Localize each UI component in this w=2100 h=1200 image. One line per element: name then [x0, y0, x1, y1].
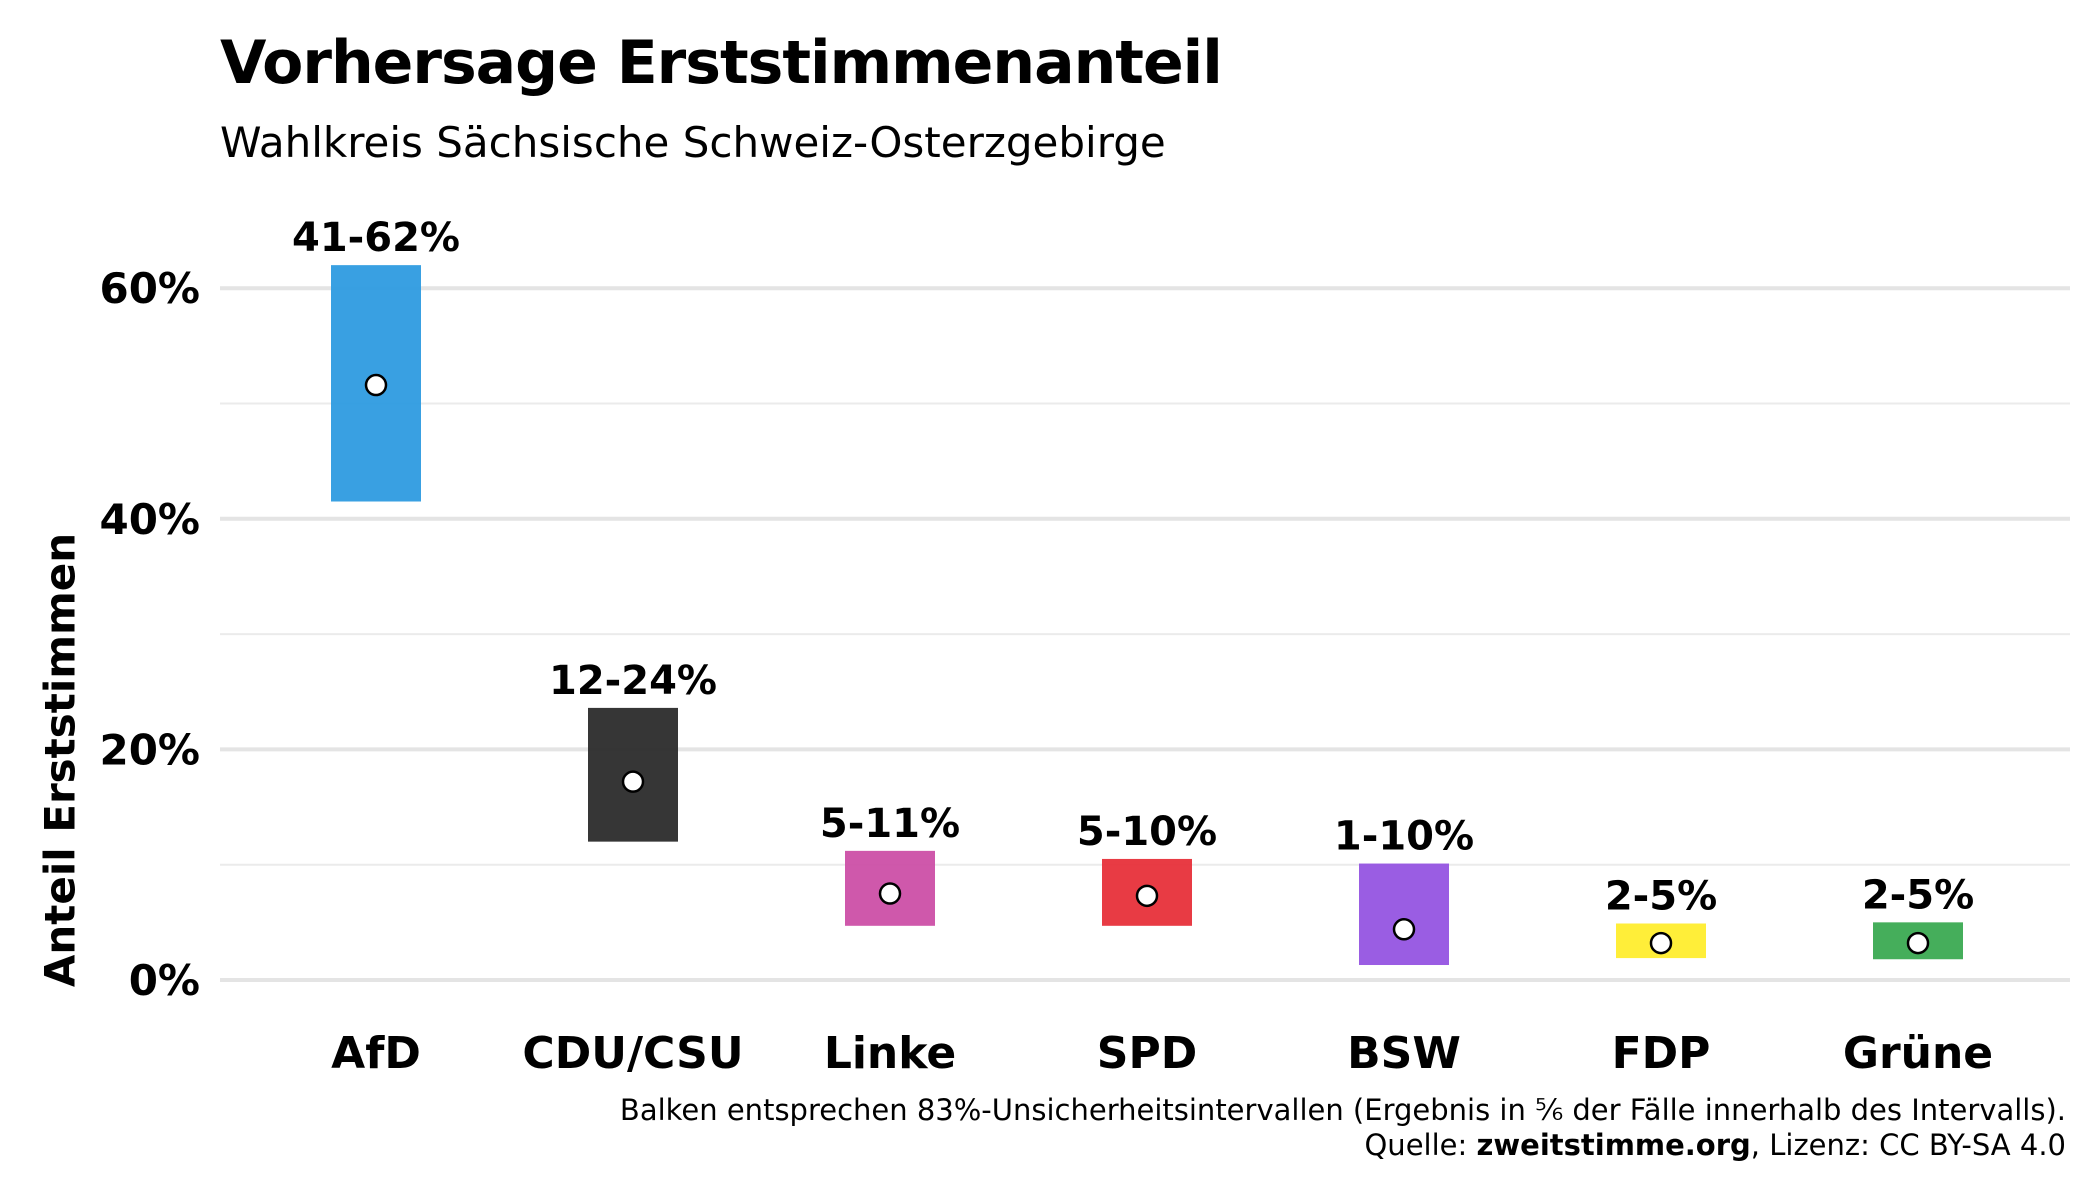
x-tick-label: Grüne [1843, 1028, 1993, 1079]
chart-title: Vorhersage Erststimmenanteil [220, 28, 1223, 98]
data-label: 41-62% [292, 215, 460, 261]
x-tick-label: FDP [1612, 1028, 1711, 1079]
gridlines [220, 286, 2070, 982]
data-label: 2-5% [1862, 872, 1974, 918]
x-axis-ticks: AfD CDU/CSU Linke SPD BSW FDP Grüne [331, 1028, 1993, 1079]
data-label: 5-11% [820, 801, 960, 847]
footnote: Balken entsprechen 83%-Unsicherheitsinte… [619, 1093, 2066, 1127]
estimate-point [1392, 918, 1416, 941]
data-label: 2-5% [1605, 874, 1717, 920]
source-line: Quelle: zweitstimme.org, Lizenz: CC BY-S… [1364, 1128, 2066, 1162]
estimate-point [621, 770, 645, 793]
data-label: 1-10% [1334, 814, 1474, 860]
data-label: 12-24% [549, 658, 717, 704]
y-tick-label: 20% [99, 725, 200, 774]
interval-bar [1359, 863, 1449, 966]
y-tick-label: 0% [129, 956, 200, 1005]
x-tick-label: CDU/CSU [522, 1028, 743, 1079]
estimate-point [1906, 931, 1930, 955]
y-tick-label: 40% [99, 495, 200, 544]
estimate-point [364, 373, 388, 397]
interval-bars: 41-62% 12-24% 5-11% 5-10% 1-10% 2-5% 2-5% [292, 215, 1974, 966]
source-link[interactable]: zweitstimme.org [1476, 1128, 1751, 1162]
estimate-point [1135, 884, 1159, 908]
y-axis-ticks: 0% 20% 40% 60% [99, 264, 200, 1005]
source-prefix: Quelle: [1364, 1128, 1477, 1162]
license-text: , Lizenz: CC BY-SA 4.0 [1750, 1128, 2066, 1162]
x-tick-label: AfD [331, 1028, 421, 1079]
y-tick-label: 60% [99, 264, 200, 313]
chart-subtitle: Wahlkreis Sächsische Schweiz-Osterzgebir… [220, 118, 1166, 167]
x-tick-label: Linke [824, 1028, 956, 1079]
x-tick-label: SPD [1097, 1028, 1197, 1079]
x-tick-label: BSW [1347, 1028, 1461, 1079]
estimate-point [878, 882, 902, 905]
estimate-point [1649, 931, 1673, 955]
data-label: 5-10% [1077, 809, 1217, 855]
